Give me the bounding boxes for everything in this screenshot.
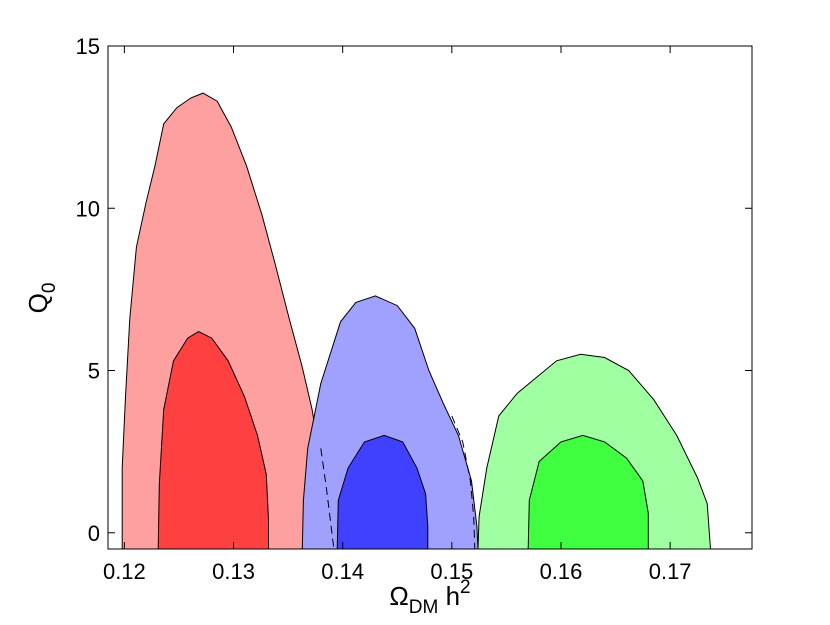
y-axis-label: Q0 xyxy=(23,283,60,314)
y-tick-label: 10 xyxy=(76,196,100,221)
y-tick-label: 0 xyxy=(88,521,100,546)
x-tick-label: 0.14 xyxy=(321,559,364,584)
region-1-dashed-contour xyxy=(320,448,335,550)
region-1-inner-contour xyxy=(157,331,269,550)
x-tick-label: 0.13 xyxy=(212,559,255,584)
x-tick-label: 0.17 xyxy=(649,559,692,584)
plot-frame xyxy=(107,45,753,550)
x-axis-ticks: 0.12 0.13 0.14 0.15 0.16 0.17 xyxy=(103,46,692,584)
x-tick-label: 0.16 xyxy=(540,559,583,584)
y-axis-label-sub: 0 xyxy=(39,283,60,294)
region-3-inner-contour xyxy=(527,434,649,550)
x-tick-label: 0.15 xyxy=(430,559,473,584)
y-tick-label: 15 xyxy=(76,34,100,59)
y-axis-ticks: 0 5 10 15 xyxy=(76,34,752,546)
x-axis-label-mid: h xyxy=(438,581,460,611)
x-tick-label: 0.12 xyxy=(103,559,146,584)
confidence-regions xyxy=(121,92,712,550)
x-axis-label-main: Ω xyxy=(389,581,408,611)
y-axis-label-main: Q xyxy=(23,293,53,313)
x-axis-label-sup: 2 xyxy=(460,577,471,598)
region-2-dashed-contour xyxy=(451,415,476,550)
x-axis-label: ΩDM h2 xyxy=(389,577,470,618)
x-axis-label-sub: DM xyxy=(409,597,439,618)
dashed-contours xyxy=(320,415,476,550)
region-2-inner-contour xyxy=(336,434,429,550)
y-tick-label: 5 xyxy=(88,359,100,384)
